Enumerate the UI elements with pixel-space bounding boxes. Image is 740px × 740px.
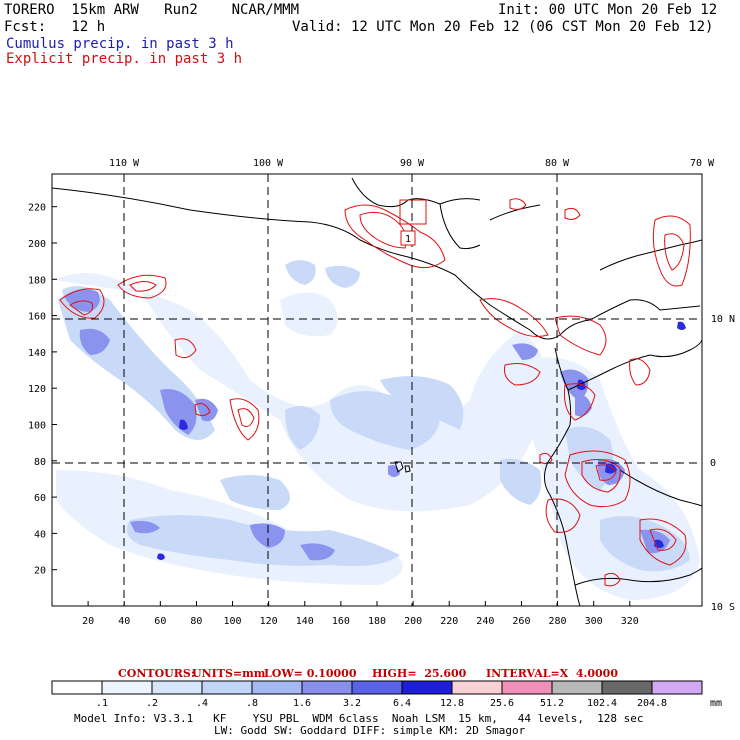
colorbar-label: 204.8 xyxy=(637,698,667,709)
colorbar-segment xyxy=(251,680,303,695)
colorbar-label: .4 xyxy=(196,698,208,709)
colorbar: .1 .2 .4 .8 1.6 3.2 6.4 12.8 25.6 51.2 102.4 204.8 m… xyxy=(51,680,722,709)
valid-time: Valid: 12 UTC Mon 20 Feb 12 (06 CST Mon … xyxy=(292,19,714,35)
lon-label: 70 W xyxy=(690,158,715,169)
colorbar-segment xyxy=(501,680,553,695)
x-tick-label: 20 xyxy=(82,616,94,627)
lat-lon-grid xyxy=(52,174,702,606)
cumulus-legend: Cumulus precip. in past 3 h xyxy=(6,36,234,52)
y-tick-label: 20 xyxy=(34,566,46,577)
colorbar-unit: mm xyxy=(710,698,722,709)
colorbar-label: .2 xyxy=(146,698,158,709)
colorbar-segment xyxy=(101,680,153,695)
colorbar-segment xyxy=(601,680,653,695)
y-tick-label: 80 xyxy=(34,457,46,468)
model-info: Model Info: V3.3.1 KF YSU PBL WDM 6class… xyxy=(74,712,644,725)
colorbar-segment xyxy=(651,680,703,695)
colorbar-label: 6.4 xyxy=(393,698,411,709)
y-tick-label: 160 xyxy=(28,312,46,323)
colorbar-segment xyxy=(51,680,103,695)
colorbar-label: 12.8 xyxy=(440,698,464,709)
contours-interval: INTERVAL=X 4.0000 xyxy=(486,667,618,680)
x-tick-label: 140 xyxy=(296,616,314,627)
y-tick-label: 200 xyxy=(28,239,46,250)
x-tick-label: 80 xyxy=(190,616,202,627)
y-tick-label: 140 xyxy=(28,348,46,359)
x-tick-label: 40 xyxy=(118,616,130,627)
x-tick-label: 260 xyxy=(512,616,530,627)
x-tick-label: 160 xyxy=(332,616,350,627)
colorbar-label: 3.2 xyxy=(343,698,361,709)
x-tick-label: 180 xyxy=(368,616,386,627)
x-tick-label: 60 xyxy=(154,616,166,627)
colorbar-label: 102.4 xyxy=(587,698,617,709)
y-tick-label: 220 xyxy=(28,203,46,214)
colorbar-label: 1.6 xyxy=(293,698,311,709)
physics-info: LW: Godd SW: Goddard DIFF: simple KM: 2D… xyxy=(214,724,526,737)
y-tick-label: 60 xyxy=(34,493,46,504)
init-time: Init: 00 UTC Mon 20 Feb 12 xyxy=(498,2,718,18)
x-tick-label: 240 xyxy=(476,616,494,627)
explicit-legend: Explicit precip. in past 3 h xyxy=(6,51,243,67)
y-tick-label: 180 xyxy=(28,275,46,286)
contours-units: UNITS=mm xyxy=(192,667,266,680)
contours-high: HIGH= 25.600 xyxy=(372,667,467,680)
explicit-precip-contours xyxy=(59,198,691,587)
y-tick-label: 100 xyxy=(28,420,46,431)
lon-label: 90 W xyxy=(400,158,425,169)
x-tick-label: 100 xyxy=(224,616,242,627)
colorbar-segment xyxy=(451,680,503,695)
colorbar-segment xyxy=(551,680,603,695)
y-tick-label: 40 xyxy=(34,529,46,540)
colorbar-segment xyxy=(151,680,203,695)
x-tick-label: 200 xyxy=(404,616,422,627)
colorbar-segment xyxy=(401,680,453,695)
lon-label: 80 W xyxy=(545,158,570,169)
colorbar-label: .8 xyxy=(246,698,258,709)
colorbar-label: 51.2 xyxy=(540,698,564,709)
lon-label: 110 W xyxy=(109,158,140,169)
lat-label: 0 xyxy=(710,458,716,469)
contours-low: LOW= 0.10000 xyxy=(264,667,357,680)
x-tick-label: 280 xyxy=(549,616,567,627)
x-tick-label: 220 xyxy=(440,616,458,627)
cumulus-precip-field xyxy=(55,260,700,600)
forecast-hour: Fcst: 12 h xyxy=(4,19,106,35)
x-tick-label: 300 xyxy=(585,616,603,627)
colorbar-segment xyxy=(351,680,403,695)
model-title: TORERO 15km ARW Run2 NCAR/MMM xyxy=(4,2,300,18)
x-tick-label: 120 xyxy=(260,616,278,627)
colorbar-segment xyxy=(201,680,253,695)
colorbar-segment xyxy=(301,680,353,695)
contours-label: CONTOURS: xyxy=(118,667,195,680)
lon-label: 100 W xyxy=(253,158,284,169)
x-tick-label: 320 xyxy=(621,616,639,627)
coastlines xyxy=(52,177,702,606)
colorbar-label: 25.6 xyxy=(490,698,514,709)
contour-label-box xyxy=(400,230,416,246)
lat-label: 10 S xyxy=(711,602,735,613)
contour-label: 1 xyxy=(405,234,411,245)
lat-label: 10 N xyxy=(711,314,735,325)
colorbar-label: .1 xyxy=(96,698,108,709)
y-tick-label: 120 xyxy=(28,384,46,395)
